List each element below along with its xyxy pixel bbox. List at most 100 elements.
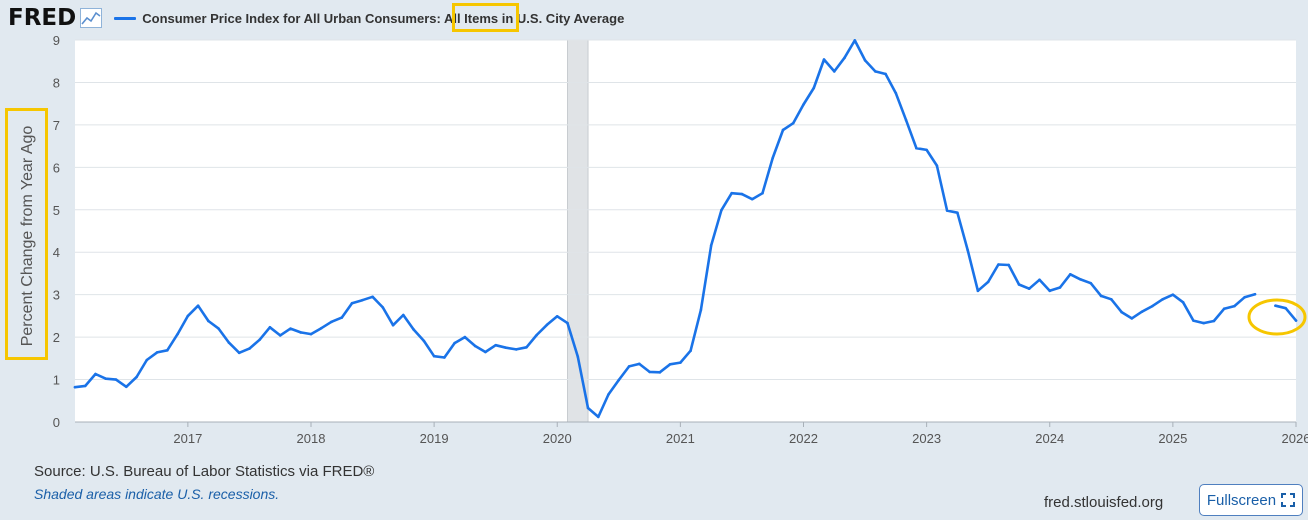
y-tick-label: 2	[53, 330, 60, 345]
data-point	[484, 350, 487, 354]
data-point	[1099, 294, 1103, 298]
data-point	[1058, 286, 1062, 289]
x-axis-ticks: 2017 2018 2019 2020 2021 2022 2023 2024 2025 2026	[173, 422, 1308, 446]
data-point	[1222, 307, 1226, 310]
data-point	[997, 263, 1000, 266]
data-point	[771, 156, 775, 160]
data-point	[935, 164, 939, 167]
data-point	[217, 327, 220, 330]
data-point	[986, 280, 990, 284]
data-point	[453, 341, 456, 345]
data-point	[83, 384, 87, 388]
data-point	[268, 326, 272, 329]
legend-swatch	[114, 16, 137, 20]
data-point	[915, 146, 918, 150]
data-point	[350, 301, 354, 305]
data-point	[1212, 319, 1216, 323]
plot-area	[75, 40, 1296, 422]
data-point	[894, 91, 898, 95]
data-point	[145, 358, 149, 362]
data-point	[94, 372, 97, 376]
highlight-circle	[1247, 298, 1307, 336]
data-point	[1038, 278, 1041, 282]
data-point	[596, 415, 600, 419]
data-point	[1233, 304, 1236, 308]
data-point	[1294, 319, 1298, 322]
data-point	[278, 334, 282, 337]
data-point	[966, 248, 969, 252]
data-point	[874, 70, 877, 73]
data-point	[586, 406, 590, 410]
data-point	[1151, 304, 1154, 308]
data-point	[227, 341, 231, 344]
fullscreen-label: Fullscreen	[1206, 491, 1277, 509]
data-point	[843, 56, 846, 60]
data-point	[761, 191, 764, 195]
data-point	[607, 393, 610, 396]
legend-label-part1: Consumer Price Index for All Urban Consu…	[142, 10, 444, 26]
data-point	[196, 304, 200, 308]
data-point	[976, 289, 980, 293]
data-point	[330, 320, 333, 324]
series-points	[73, 39, 1298, 419]
data-point	[514, 348, 518, 351]
data-point	[494, 343, 497, 347]
data-point	[166, 348, 169, 352]
x-tick-label: 2026	[1282, 431, 1308, 446]
data-point	[709, 244, 713, 247]
data-point	[740, 192, 744, 196]
y-tick-label: 1	[53, 373, 60, 388]
data-point	[638, 362, 641, 366]
data-point	[289, 327, 292, 330]
x-tick-label: 2019	[420, 431, 449, 446]
data-point	[812, 86, 816, 90]
data-point	[1027, 287, 1031, 291]
fred-logo[interactable]: FRED	[8, 5, 77, 31]
data-point	[299, 331, 303, 334]
y-tick-label: 3	[53, 288, 60, 303]
data-point	[545, 323, 549, 327]
data-point	[904, 118, 908, 122]
data-point	[319, 326, 323, 330]
data-point	[1243, 295, 1246, 299]
data-point	[720, 208, 723, 212]
y-tick-label: 4	[53, 245, 60, 260]
data-point	[576, 355, 580, 358]
data-point	[340, 316, 344, 319]
grid-lines	[75, 39, 1296, 423]
y-tick-label: 0	[53, 415, 60, 430]
data-point	[945, 209, 949, 212]
data-point	[658, 371, 662, 374]
data-point	[627, 365, 631, 368]
legend-label[interactable]: Consumer Price Index for All Urban Consu…	[142, 11, 624, 26]
recession-shading	[567, 39, 589, 423]
data-point	[186, 314, 190, 318]
data-point	[309, 332, 313, 336]
fullscreen-button[interactable]: Fullscreen	[1199, 484, 1303, 516]
data-point	[1202, 321, 1205, 325]
legend-label-part2: in U.S. City Average	[498, 10, 625, 26]
data-point	[125, 385, 128, 389]
y-axis-ticks: 0 1 2 3 4 5 6 7 8 9	[53, 33, 60, 430]
data-point	[114, 378, 118, 381]
y-axis-label: Percent Change from Year Ago	[19, 126, 36, 347]
x-tick-label: 2020	[543, 431, 572, 446]
data-point	[371, 295, 374, 299]
legend-label-highlight: All Items	[443, 10, 499, 26]
x-tick-label: 2018	[297, 431, 326, 446]
x-tick-label: 2025	[1158, 431, 1187, 446]
data-point	[1181, 301, 1185, 304]
x-tick-label: 2023	[912, 431, 941, 446]
site-link[interactable]: fred.stlouisfed.org	[1044, 494, 1164, 511]
data-point	[381, 306, 385, 309]
data-point	[1284, 306, 1288, 310]
data-point	[360, 298, 364, 302]
data-point	[555, 315, 559, 318]
data-point	[402, 313, 405, 317]
data-point	[443, 356, 446, 359]
data-point	[535, 333, 539, 337]
y-tick-label: 7	[53, 118, 60, 133]
data-point	[248, 347, 251, 350]
data-point	[956, 211, 959, 215]
data-point	[884, 72, 887, 76]
